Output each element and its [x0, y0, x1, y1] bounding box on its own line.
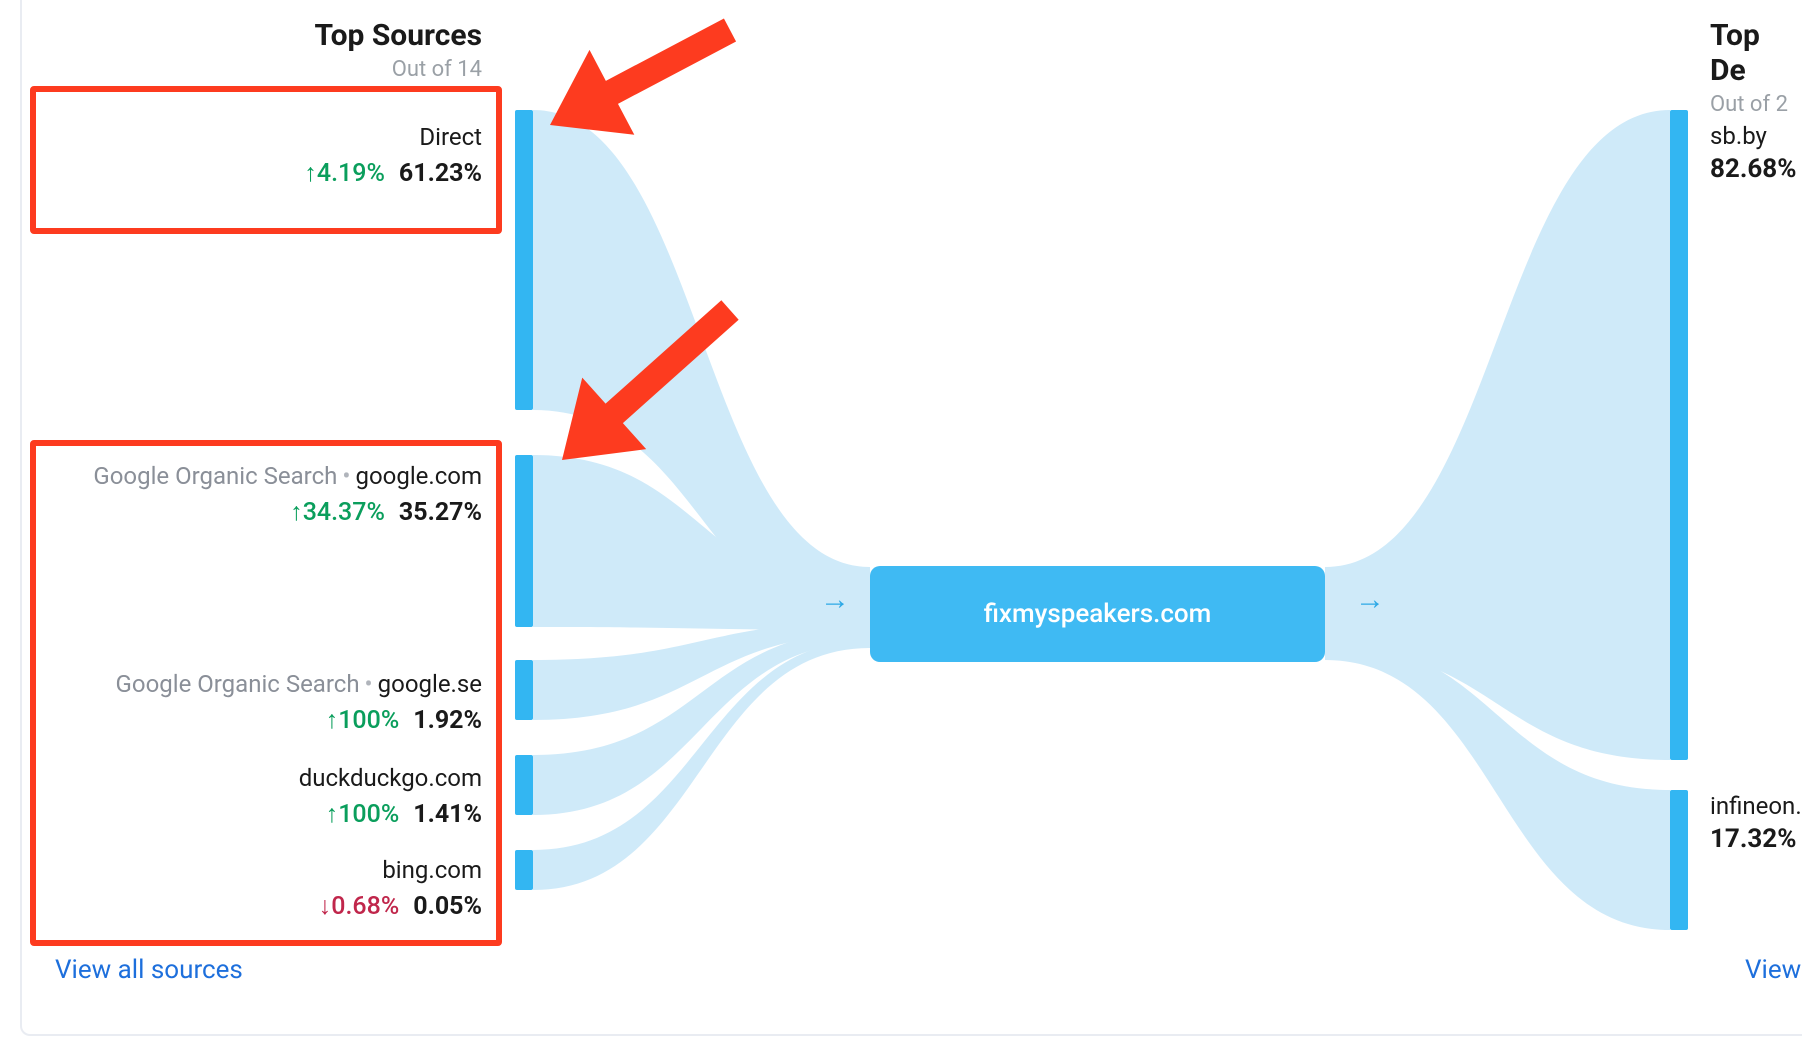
destinations-title: Top De [1710, 18, 1802, 88]
destination-bar [1670, 110, 1688, 760]
sources-title: Top Sources [315, 18, 482, 53]
source-bar [515, 455, 533, 627]
destinations-header: Top De Out of 2 [1710, 18, 1802, 117]
annotation-highlight-box [30, 86, 502, 234]
destination-percent: 17.32% [1710, 824, 1802, 854]
source-bar [515, 110, 533, 410]
flow-arrow-left-icon: → [820, 582, 850, 617]
destination-label: infineon. [1710, 792, 1802, 820]
sources-subtitle: Out of 14 [315, 57, 482, 82]
flow-arrow-right-icon: → [1355, 582, 1385, 617]
destination-bar [1670, 790, 1688, 930]
annotation-highlight-box [30, 440, 502, 946]
sources-header: Top Sources Out of 14 [315, 18, 482, 82]
view-all-destinations-link[interactable]: View [1745, 955, 1801, 985]
source-bar [515, 660, 533, 720]
destination-label: sb.by [1710, 122, 1796, 150]
destinations-subtitle: Out of 2 [1710, 92, 1802, 117]
center-domain-label: fixmyspeakers.com [984, 599, 1212, 629]
chart-container: Top Sources Out of 14 Top De Out of 2 Di… [0, 0, 1802, 1054]
source-bar [515, 755, 533, 815]
destination-percent: 82.68% [1710, 154, 1796, 184]
center-domain-node[interactable]: fixmyspeakers.com [870, 566, 1325, 662]
view-all-sources-link[interactable]: View all sources [55, 955, 243, 985]
source-bar [515, 850, 533, 890]
destination-item[interactable]: sb.by 82.68% [1710, 122, 1796, 184]
destination-item[interactable]: infineon. 17.32% [1710, 792, 1802, 854]
